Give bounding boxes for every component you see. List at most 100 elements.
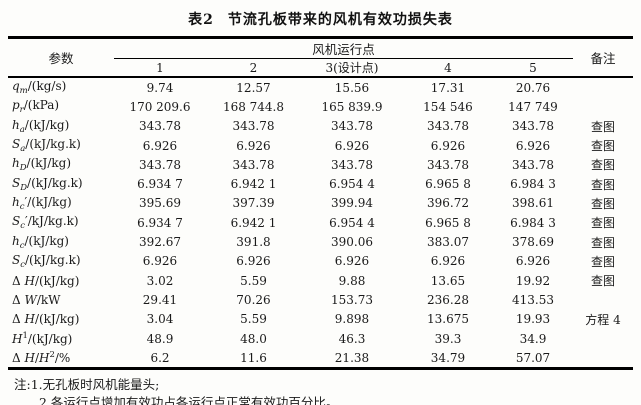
value-cell: 9.88 [338,273,366,288]
col-header-param: 参数 [7,37,114,78]
value-cell: 6.942 1 [230,177,277,192]
remark-cell: 查图 [590,119,615,134]
value-cell: 343.78 [511,157,554,172]
row-label: qm/(kg/s) [11,79,67,97]
row-label: ha/(kJ/kg) [11,117,70,135]
value-cell: 6.926 [236,254,271,269]
value-cell: 236.28 [426,292,469,307]
table-row: qm/(kg/s) 9.74 12.57 15.56 17.31 20.76 [8,77,633,97]
value-cell: 6.954 4 [329,177,375,192]
value-cell: 6.926 [236,138,271,153]
value-cell: 48.0 [240,331,267,346]
value-cell: 11.6 [240,350,267,365]
table-row: Δ W/kW 29.41 70.26 153.73 236.28 413.53 [8,290,633,309]
operating-point-column-header: 2 [205,58,301,78]
remark-cell [573,290,633,309]
row-label: SD/(kJ/kg.k) [11,175,83,193]
row-label: Δ H/(kJ/kg) [11,312,80,327]
value-cell: 395.69 [138,196,181,211]
value-cell: 343.78 [138,119,181,134]
row-label: Sa/(kJ/kg.k) [11,137,81,155]
table-row: Δ H/H2/% 6.2 11.6 21.38 34.79 57.07 [8,348,633,369]
table-row: Sc/(kJ/kg.k) 6.926 6.926 6.926 6.926 6.926 查图 [8,252,633,271]
value-cell: 413.53 [511,292,554,307]
value-cell: 21.38 [334,350,370,365]
row-label: Sc/(kJ/kg.k) [11,252,81,270]
value-cell: 392.67 [138,235,181,250]
remark-cell [573,329,633,348]
value-cell: 20.76 [515,80,551,95]
table-row: hc′/(kJ/kg) 395.69 397.39 399.94 396.72 398.6… [8,194,633,213]
remark-cell: 查图 [590,196,615,211]
remark-cell [573,97,633,116]
operating-point-column-header: 1 [113,58,206,78]
value-cell: 9.74 [146,80,174,95]
value-cell: 5.59 [240,273,267,288]
remark-cell: 查图 [590,177,615,192]
value-cell: 57.07 [515,350,551,365]
footnote-2: 2.各运行点增加有效功占各运行点正常有效功百分比。 [39,395,339,405]
value-cell: 3.02 [146,273,174,288]
table-number: 表2 [188,12,214,28]
value-cell: 343.78 [330,157,373,172]
value-cell: 343.78 [511,119,554,134]
value-cell: 343.78 [426,157,469,172]
row-label: hD/(kJ/kg) [11,156,72,174]
value-cell: 343.78 [232,157,275,172]
remark-cell: 查图 [590,235,615,250]
value-cell: 6.984 3 [510,215,556,230]
operating-point-column-header: 5 [492,58,573,78]
value-cell: 6.965 8 [425,177,471,192]
remark-cell: 查图 [590,254,615,269]
footnote-1: 注:1.无孔板时风机能量头; [14,377,160,393]
value-cell: 170 209.6 [129,99,191,114]
row-label: pr/(kPa) [11,98,60,116]
value-cell: 383.07 [426,235,469,250]
remark-cell [573,77,633,97]
table-caption: 节流孔板带来的风机有效功损失表 [227,12,453,28]
remark-cell: 查图 [590,216,615,231]
remark-cell: 方程 4 [585,312,621,327]
value-cell: 165 839.9 [321,99,383,114]
value-cell: 19.93 [515,312,551,327]
value-cell: 6.942 1 [230,215,277,230]
value-cell: 34.79 [430,350,466,365]
col-header-remark: 备注 [573,37,633,78]
value-cell: 391.8 [236,235,271,250]
value-cell: 343.78 [138,157,181,172]
row-label: Δ H/H2/% [11,350,71,366]
value-cell: 154 546 [423,99,473,114]
operating-point-column-header: 3(设计点) [300,58,403,78]
value-cell: 70.26 [236,292,271,307]
value-cell: 6.934 7 [137,215,183,230]
value-cell: 6.926 [334,138,370,153]
value-cell: 343.78 [330,119,373,134]
header-row-1: 参数 风机运行点 备注 [7,37,633,78]
row-label: Δ H/(kJ/kg) [11,273,80,288]
row-label: hc′/(kJ/kg) [11,194,72,212]
table-title: 表2 节流孔板带来的风机有效功损失表 [0,0,641,29]
value-cell: 6.926 [430,254,466,269]
remark-cell [573,348,633,369]
value-cell: 6.926 [515,138,551,153]
table-body: qm/(kg/s) 9.74 12.57 15.56 17.31 20.76 pr/(kPa… [8,77,633,369]
value-cell: 9.898 [334,312,370,327]
table-row: ha/(kJ/kg) 343.78 343.78 343.78 343.78 343.78… [8,117,633,136]
value-cell: 6.965 8 [425,215,471,230]
value-cell: 6.954 4 [329,215,375,230]
value-cell: 6.926 [142,138,178,153]
value-cell: 343.78 [426,119,469,134]
operating-point-column-header: 4 [402,58,493,78]
value-cell: 6.984 3 [510,177,556,192]
value-cell: 6.2 [150,350,170,365]
value-cell: 6.926 [430,138,466,153]
value-cell: 168 744.8 [222,99,285,114]
value-cell: 39.3 [434,331,462,346]
value-cell: 12.57 [236,80,271,95]
header-row-2: 1 2 3(设计点) 4 5 [8,58,633,78]
data-table: 参数 风机运行点 备注 1 2 3(设计点) 4 5 qm/(kg/s) 9.74 12.5… [7,36,633,371]
row-label: H1/(kJ/kg) [11,331,73,346]
value-cell: 46.3 [338,331,366,346]
value-cell: 153.73 [330,292,373,307]
remark-cell: 查图 [590,158,615,173]
